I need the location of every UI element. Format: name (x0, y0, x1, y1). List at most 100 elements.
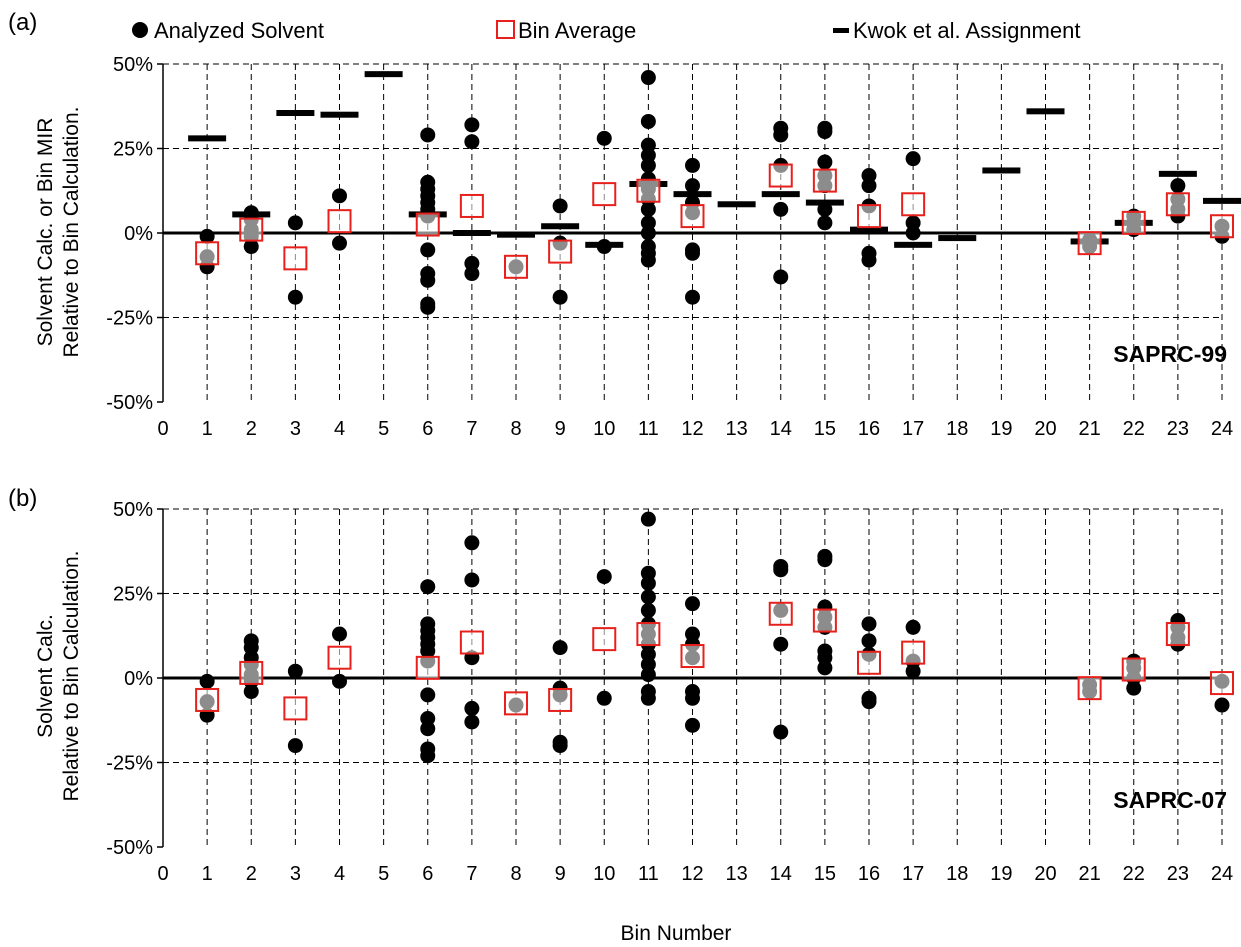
x-tick-label: 8 (510, 863, 521, 885)
analyzed-solvent-point (596, 569, 612, 585)
y-tick-label: -25% (106, 308, 153, 330)
x-tick-label: 3 (290, 418, 301, 440)
y-tick-label: 50% (113, 499, 153, 521)
analyzed-solvent-point (685, 596, 700, 612)
x-tick-label: 9 (555, 863, 566, 885)
x-tick-label: 24 (1211, 418, 1233, 440)
x-tick-label: 19 (990, 863, 1012, 885)
analyzed-solvent-point (640, 667, 656, 683)
x-tick-label: 7 (466, 863, 477, 885)
x-tick-label: 10 (593, 863, 615, 885)
y-tick-label: -50% (106, 837, 153, 859)
analyzed-solvent-point (420, 687, 436, 703)
kwok-assignment-bar (320, 111, 359, 118)
analyzed-solvent-point (552, 640, 568, 656)
bin-average-marker (415, 212, 440, 237)
bin-average-marker (283, 246, 308, 271)
x-tick-label: 5 (378, 863, 389, 885)
analyzed-solvent-point (773, 269, 789, 285)
x-tick-label: 0 (157, 863, 168, 885)
x-tick-label: 3 (290, 863, 301, 885)
panel-a: (a) Solvent Calc. or Bin MIR Relative to… (8, 9, 1241, 440)
analyzed-solvent-point (640, 201, 656, 217)
analyzed-solvent-point (420, 299, 436, 315)
bin-average-marker (1165, 622, 1190, 647)
analyzed-solvent-point (420, 272, 436, 288)
bin-average-marker (195, 687, 220, 712)
legend-analyzed-marker (132, 22, 148, 38)
x-tick-label: 17 (902, 418, 924, 440)
analyzed-solvent-point (464, 700, 480, 716)
x-tick-label: 11 (638, 418, 659, 440)
panel-b-ylabel-line1: Solvent Calc. (34, 614, 57, 738)
y-tick-label: 50% (113, 54, 153, 76)
bin-average-marker (459, 630, 484, 655)
x-tick-label: 22 (1123, 418, 1145, 440)
bin-average-marker (504, 254, 528, 279)
analyzed-solvent-point (552, 289, 568, 305)
kwok-assignment-bar (364, 71, 403, 78)
legend-kwok-label: Kwok et al. Assignment (853, 18, 1080, 43)
x-tick-label: 24 (1211, 863, 1233, 885)
panel-b-ylabel-line2: Relative to Bin Calculation. (60, 551, 83, 802)
analyzed-solvent-point (817, 660, 833, 676)
x-tick-label: 20 (1034, 863, 1056, 885)
bin-average-marker (857, 650, 881, 675)
analyzed-solvent-point (287, 215, 303, 231)
x-tick-label: 4 (334, 418, 345, 440)
analyzed-solvent-point (817, 552, 833, 568)
analyzed-solvent-point (464, 266, 480, 282)
analyzed-solvent-point (420, 721, 436, 737)
analyzed-solvent-point (287, 663, 303, 679)
analyzed-solvent-point (464, 714, 480, 730)
analyzed-solvent-point (287, 289, 303, 305)
x-tick-label: 14 (770, 863, 792, 885)
analyzed-solvent-point (596, 130, 612, 146)
legend: Analyzed Solvent Bin Average Kwok et al.… (132, 18, 1080, 43)
analyzed-solvent-point (685, 289, 700, 305)
analyzed-solvent-point (640, 511, 656, 527)
panel-a-plot: -50%-25%0%25%50%0 1 2 3 4 5 6 7 8 9 10 11 12 13 14 15 16… (106, 54, 1241, 440)
bin-average-marker (636, 622, 661, 647)
analyzed-solvent-point (464, 572, 480, 588)
x-tick-label: 21 (1079, 418, 1101, 440)
kwok-assignment-bar (850, 226, 888, 233)
x-tick-label: 18 (946, 418, 968, 440)
x-tick-label: 13 (726, 418, 748, 440)
analyzed-solvent-point (199, 228, 215, 244)
legend-kwok-marker (833, 28, 849, 33)
x-tick-label: 15 (814, 418, 836, 440)
legend-bin-avg-marker (496, 20, 515, 39)
kwok-assignment-bar (188, 135, 227, 142)
kwok-assignment-bar (497, 231, 535, 238)
analyzed-solvent-point (1214, 697, 1230, 713)
analyzed-solvent-point (861, 178, 877, 194)
x-tick-label: 11 (638, 863, 659, 885)
bin-average-marker (680, 204, 705, 229)
analyzed-solvent-point (420, 748, 436, 764)
bin-average-marker (459, 193, 484, 218)
analyzed-solvent-point (640, 113, 656, 129)
analyzed-solvent-point (817, 154, 833, 170)
x-tick-label: 7 (466, 418, 477, 440)
analyzed-solvent-point (685, 178, 700, 194)
bin-average-marker (504, 691, 528, 716)
x-tick-label: 19 (990, 418, 1012, 440)
bin-average-marker (812, 608, 837, 633)
analyzed-solvent-point (640, 589, 656, 605)
panel-a-label: (a) (8, 9, 37, 36)
analyzed-solvent-point (420, 242, 436, 258)
analyzed-solvent-point (773, 127, 789, 143)
analyzed-solvent-point (596, 690, 612, 706)
panel-b-plot: -50%-25%0%25%50%0 1 2 3 4 5 6 7 8 9 10 11 12 13 14 15 16… (106, 499, 1234, 885)
panel-b: (b) Solvent Calc. Relative to Bin Calcul… (8, 485, 1234, 945)
analyzed-solvent-point (199, 673, 215, 689)
bin-average-marker (1121, 657, 1146, 682)
x-tick-label: 2 (246, 418, 257, 440)
bin-average-marker (901, 192, 926, 217)
x-tick-label: 13 (726, 863, 748, 885)
analyzed-solvent-point (861, 694, 877, 710)
panel-a-ylabel-line2: Relative to Bin Calculation. (60, 107, 83, 358)
analyzed-solvent-point (640, 252, 656, 268)
